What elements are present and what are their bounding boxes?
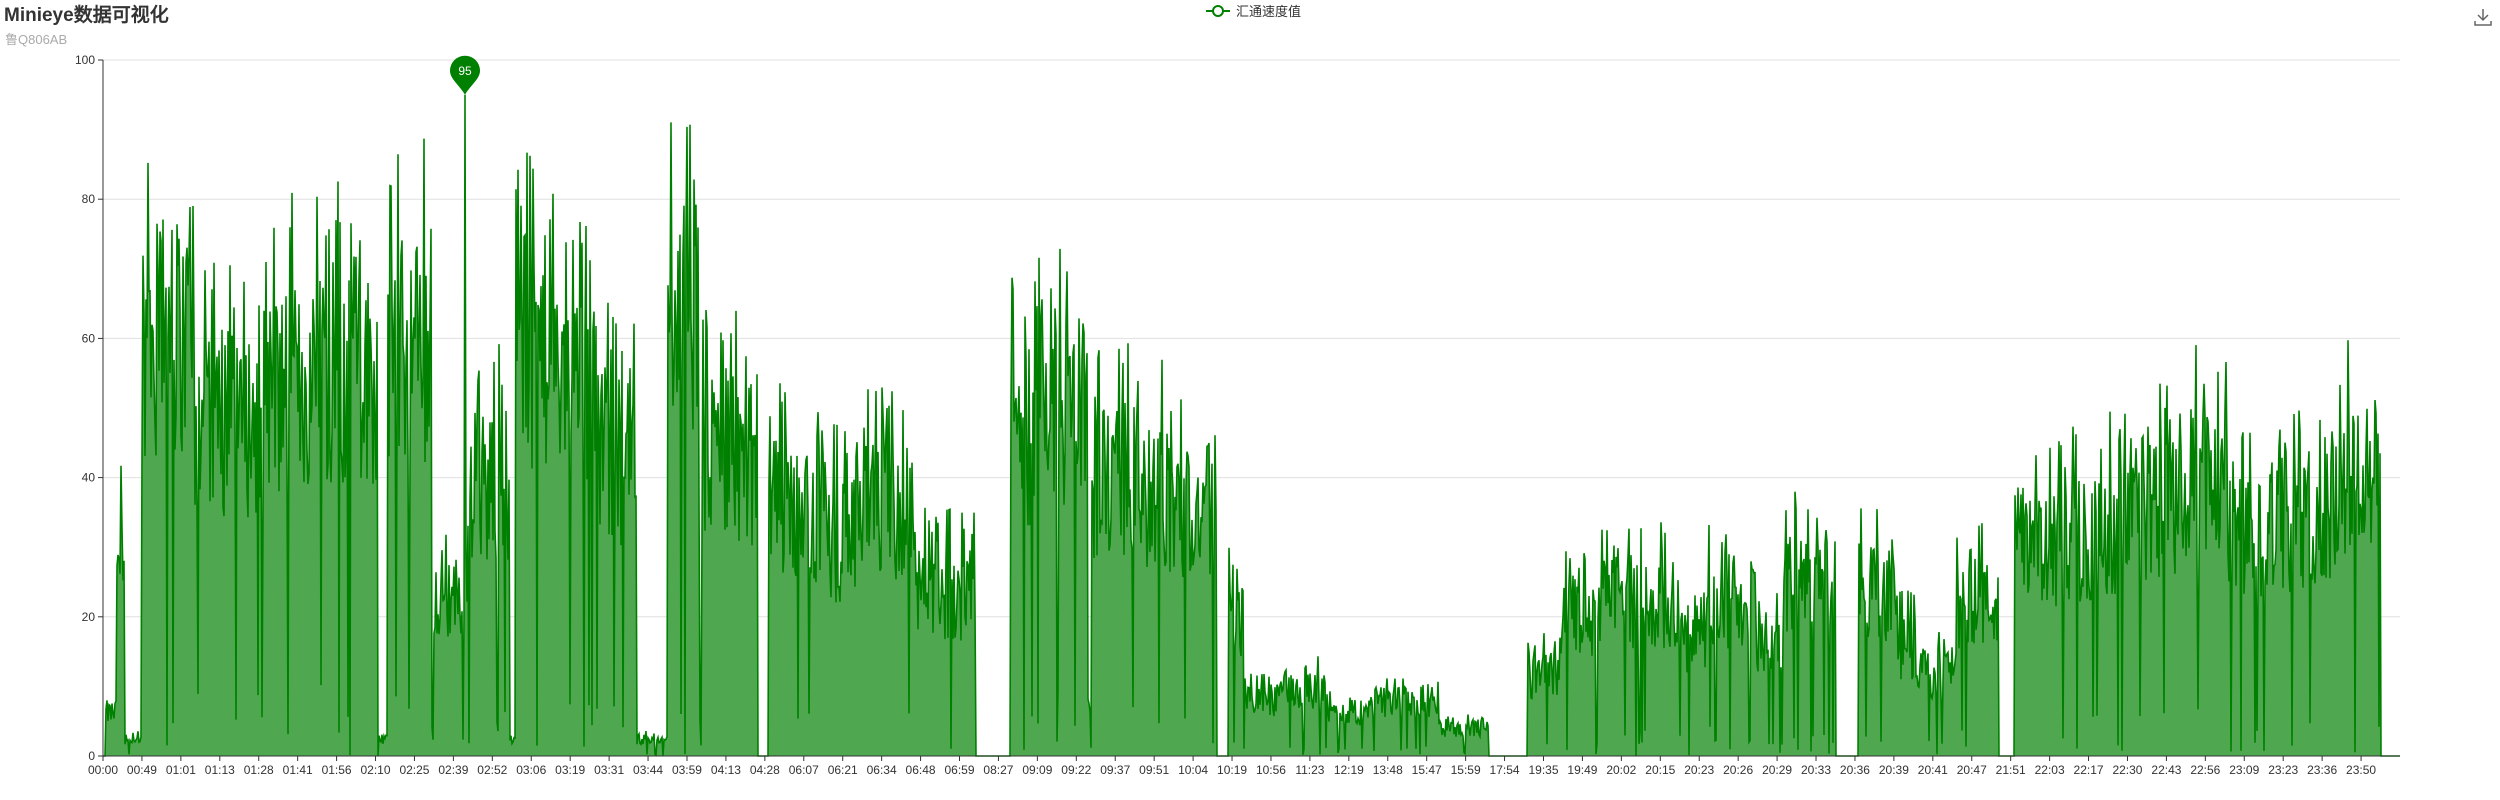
x-tick-label: 03:19	[555, 763, 585, 777]
x-tick-label: 01:01	[166, 763, 196, 777]
x-tick-label: 11:23	[1295, 763, 1324, 777]
x-tick-label: 21:51	[1996, 763, 2026, 777]
x-tick-label: 22:03	[2035, 763, 2065, 777]
x-tick-label: 09:09	[1022, 763, 1052, 777]
x-tick-label: 02:52	[477, 763, 507, 777]
x-tick-label: 20:02	[1606, 763, 1636, 777]
x-tick-label: 06:34	[867, 763, 897, 777]
legend-line-circle-icon	[1206, 4, 1230, 17]
axes	[102, 60, 2400, 757]
x-tick-label: 22:17	[2074, 763, 2104, 777]
y-tick-label: 80	[82, 192, 96, 206]
x-tick-label: 20:47	[1957, 763, 1987, 777]
x-tick-label: 08:27	[983, 763, 1013, 777]
x-tick-label: 20:33	[1801, 763, 1831, 777]
x-tick-label: 20:26	[1723, 763, 1753, 777]
x-tick-label: 02:10	[361, 763, 391, 777]
x-tick-label: 17:54	[1490, 763, 1520, 777]
legend-label: 汇通速度值	[1236, 4, 1302, 19]
chart-title: Minieye数据可视化	[4, 5, 169, 26]
x-tick-label: 23:50	[2346, 763, 2376, 777]
x-tick-label: 22:43	[2151, 763, 2181, 777]
x-tick-label: 03:59	[672, 763, 702, 777]
x-tick-label: 04:28	[750, 763, 780, 777]
x-tick-label: 20:36	[1840, 763, 1870, 777]
y-tick-label: 60	[82, 331, 96, 345]
x-tick-label: 00:49	[127, 763, 157, 777]
x-tick-label: 20:29	[1762, 763, 1792, 777]
x-tick-label: 06:07	[789, 763, 819, 777]
x-tick-label: 02:39	[438, 763, 468, 777]
x-tick-label: 06:21	[828, 763, 858, 777]
x-tick-label: 01:13	[205, 763, 235, 777]
x-tick-label: 12:19	[1334, 763, 1364, 777]
x-tick-label: 15:59	[1451, 763, 1481, 777]
series-area	[103, 94, 2400, 757]
download-icon[interactable]	[2472, 6, 2494, 28]
x-tick-label: 22:30	[2112, 763, 2142, 777]
y-tick-label: 40	[82, 471, 96, 485]
series-area-fill	[103, 94, 2400, 757]
x-tick-label: 01:56	[322, 763, 352, 777]
x-tick-label: 10:56	[1256, 763, 1286, 777]
y-tick-label: 0	[88, 749, 95, 763]
x-axis-ticks: 00:00 00:49 01:01 01:13 01:28 01:41 01:56 02:10…	[88, 756, 2376, 777]
x-tick-label: 19:49	[1567, 763, 1597, 777]
x-tick-label: 03:44	[633, 763, 663, 777]
y-axis-ticks: 0 20 40 60 80 100	[75, 53, 103, 763]
x-tick-label: 01:28	[244, 763, 274, 777]
x-tick-label: 09:22	[1061, 763, 1091, 777]
x-tick-label: 20:23	[1684, 763, 1714, 777]
series-line	[103, 94, 2400, 757]
x-tick-label: 06:59	[944, 763, 974, 777]
x-tick-label: 09:51	[1139, 763, 1169, 777]
y-tick-label: 100	[75, 53, 95, 67]
x-tick-label: 00:00	[88, 763, 118, 777]
x-tick-label: 03:06	[516, 763, 546, 777]
x-tick-label: 03:31	[594, 763, 624, 777]
x-tick-label: 20:15	[1645, 763, 1675, 777]
x-tick-label: 10:19	[1217, 763, 1247, 777]
peak-marker: 95	[449, 55, 480, 95]
peak-label: 95	[458, 64, 472, 78]
x-tick-label: 06:48	[906, 763, 936, 777]
peak-pin	[449, 55, 480, 95]
x-tick-label: 04:13	[711, 763, 741, 777]
x-tick-label: 09:37	[1100, 763, 1130, 777]
chart-subtitle: 鲁Q806AB	[5, 32, 68, 47]
x-tick-label: 13:48	[1373, 763, 1403, 777]
x-tick-label: 22:56	[2190, 763, 2220, 777]
x-tick-label: 23:36	[2307, 763, 2337, 777]
x-tick-label: 01:41	[283, 763, 313, 777]
legend-item[interactable]: 汇通速度值	[1205, 1, 1301, 20]
x-tick-label: 10:04	[1178, 763, 1208, 777]
x-tick-label: 23:23	[2268, 763, 2298, 777]
y-tick-label: 20	[82, 610, 96, 624]
x-tick-label: 20:39	[1879, 763, 1909, 777]
x-tick-label: 23:09	[2229, 763, 2259, 777]
x-tick-label: 15:47	[1412, 763, 1442, 777]
x-tick-label: 02:25	[399, 763, 429, 777]
x-tick-label: 19:35	[1528, 763, 1558, 777]
x-tick-label: 20:41	[1918, 763, 1948, 777]
